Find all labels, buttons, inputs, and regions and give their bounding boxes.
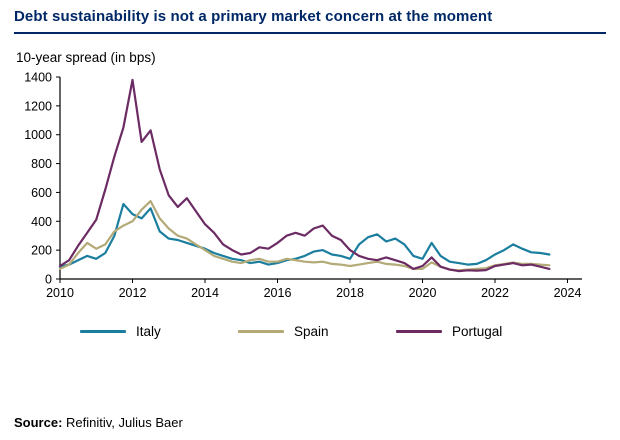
spain-line-swatch bbox=[238, 330, 284, 333]
source-label: Source: bbox=[14, 415, 63, 430]
portugal-line-swatch bbox=[396, 330, 442, 333]
y-tick-label: 1400 bbox=[24, 71, 52, 85]
y-tick-label: 400 bbox=[31, 215, 52, 229]
x-tick-label: 2018 bbox=[336, 286, 364, 300]
spread-line-chart: 0 200 400 600 800 1000 1200 1400 2010 2012 2014 201… bbox=[24, 71, 582, 300]
x-tick-label: 2014 bbox=[191, 286, 219, 300]
y-tick-label: 600 bbox=[31, 186, 52, 200]
source-line: Source: Refinitiv, Julius Baer bbox=[14, 415, 183, 430]
x-tick-label: 2016 bbox=[264, 286, 292, 300]
series-line-italy bbox=[58, 202, 551, 268]
italy-line-swatch bbox=[80, 330, 126, 333]
y-tick-label: 0 bbox=[45, 273, 52, 287]
legend-item-spain: Spain bbox=[238, 324, 396, 339]
y-tick-label: 1000 bbox=[24, 128, 52, 142]
legend-label-italy: Italy bbox=[136, 324, 161, 339]
x-tick-label: 2012 bbox=[119, 286, 147, 300]
legend-label-spain: Spain bbox=[294, 324, 329, 339]
legend-item-italy: Italy bbox=[80, 324, 238, 339]
y-tick-label: 800 bbox=[31, 157, 52, 171]
y-tick-label: 200 bbox=[31, 244, 52, 258]
legend-item-portugal: Portugal bbox=[396, 324, 554, 339]
x-tick-label: 2024 bbox=[554, 286, 582, 300]
chart-area: 0 200 400 600 800 1000 1200 1400 2010 2012 2014 201… bbox=[14, 69, 606, 314]
page-title: Debt sustainability is not a primary mar… bbox=[14, 8, 606, 34]
x-tick-label: 2020 bbox=[409, 286, 437, 300]
legend-label-portugal: Portugal bbox=[452, 324, 503, 339]
chart-axis-unit-label: 10-year spread (in bps) bbox=[16, 50, 156, 65]
y-tick-label: 1200 bbox=[24, 99, 52, 113]
x-tick-label: 2022 bbox=[481, 286, 509, 300]
x-tick-label: 2010 bbox=[46, 286, 74, 300]
series-line-portugal bbox=[58, 78, 551, 273]
chart-legend: Italy Spain Portugal bbox=[14, 324, 606, 339]
source-text: Refinitiv, Julius Baer bbox=[66, 415, 183, 430]
